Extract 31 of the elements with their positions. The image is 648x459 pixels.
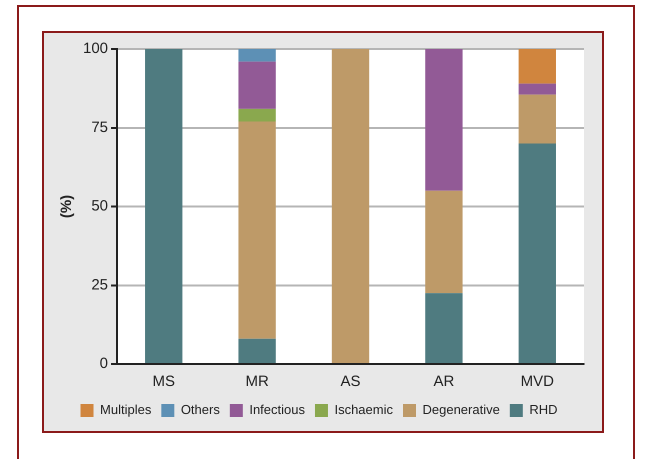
legend-label: Infectious	[249, 402, 306, 418]
bar	[238, 121, 276, 339]
bar	[518, 49, 556, 84]
y-tick-label: 0	[100, 355, 108, 372]
x-tick-label: MR	[245, 373, 269, 390]
bar	[425, 293, 463, 363]
bar	[238, 62, 276, 109]
bar	[425, 49, 463, 191]
y-tick-label: 75	[91, 118, 108, 136]
x-tick-label: MVD	[520, 373, 554, 390]
bar	[238, 49, 276, 62]
legend-label: Degenerative	[422, 402, 500, 418]
y-tick-label: 100	[82, 40, 108, 58]
y-axis-title: (%)	[58, 194, 76, 218]
x-tick-label: AS	[340, 373, 361, 390]
bar	[238, 338, 276, 363]
y-tick-label: 50	[91, 198, 108, 215]
x-tick-label: MS	[152, 373, 175, 390]
bar	[518, 144, 556, 363]
legend-label: Multiples	[100, 402, 152, 418]
x-tick-label: AR	[433, 373, 454, 390]
bar	[238, 108, 276, 122]
bar	[332, 49, 370, 363]
bar	[425, 190, 463, 294]
legend-label: Others	[180, 402, 220, 418]
y-tick-label: 25	[91, 276, 108, 294]
bar	[518, 84, 556, 95]
legend-label: RHD	[529, 402, 558, 418]
bar	[145, 49, 182, 363]
bar	[518, 94, 556, 144]
legend-label: Ischaemic	[334, 402, 394, 418]
